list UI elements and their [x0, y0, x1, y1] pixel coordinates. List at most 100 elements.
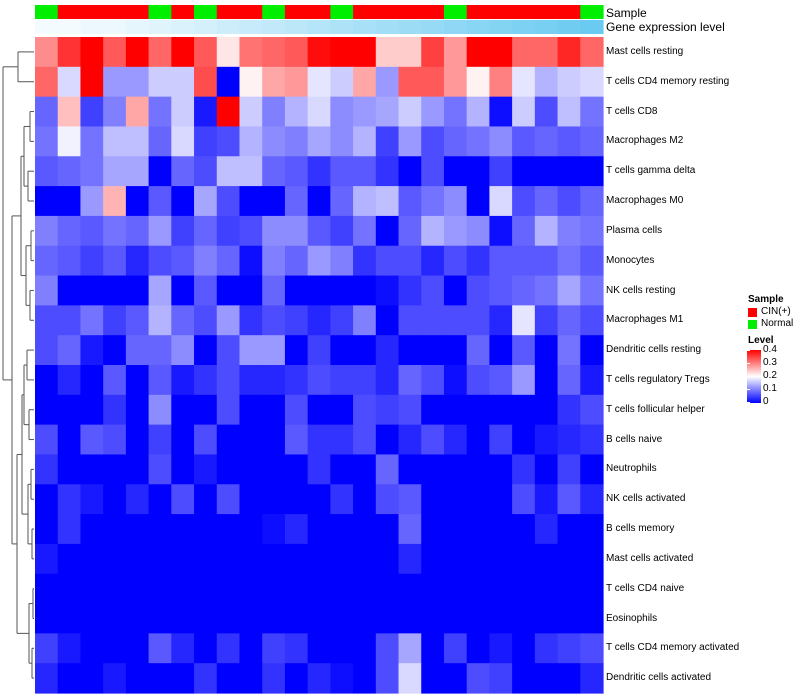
heatmap-cell: [216, 454, 241, 485]
heatmap-cell: [171, 365, 195, 396]
heatmap-cell: [398, 305, 422, 336]
level-tick-label: 0.4: [763, 344, 777, 355]
heatmap-cell: [171, 514, 195, 545]
heatmap-cell: [421, 543, 445, 575]
heatmap-cell: [103, 514, 127, 545]
heatmap-cell: [557, 484, 581, 515]
heatmap-cell: [557, 394, 581, 426]
heatmap-cell: [307, 543, 331, 575]
heatmap-cell: [307, 156, 331, 187]
heatmap-cell: [489, 215, 513, 247]
heatmap-cell: [194, 633, 218, 664]
heatmap-cell: [103, 126, 127, 157]
heatmap-cell: [284, 66, 309, 98]
heatmap-cell: [194, 66, 218, 98]
heatmap-cell: [262, 126, 286, 157]
heatmap-cell: [216, 514, 241, 545]
heatmap-cell: [239, 126, 263, 157]
heatmap-cell: [148, 394, 172, 426]
heatmap-cell: [421, 573, 445, 605]
heatmap-cell: [284, 215, 309, 247]
heatmap-cell: [125, 365, 150, 396]
heatmap-cell: [330, 365, 354, 396]
heatmap-cell: [398, 66, 422, 98]
heatmap-cell: [466, 573, 490, 605]
row-label: T cells CD4 memory resting: [606, 75, 730, 87]
heatmap-cell: [307, 663, 331, 694]
heatmap-cell: [353, 663, 377, 694]
heatmap-cell: [307, 454, 331, 485]
heatmap-cell: [421, 215, 445, 247]
heatmap-cell: [466, 484, 490, 515]
heatmap-cell: [580, 215, 604, 247]
heatmap-cell: [148, 186, 172, 217]
heatmap-cell: [489, 543, 513, 575]
heatmap-cell: [512, 543, 536, 575]
sample-annotation-cell: [125, 5, 150, 19]
sample-annotation-cell: [489, 5, 513, 19]
row-label: T cells regulatory Tregs: [606, 373, 710, 385]
heatmap-cell: [125, 245, 150, 277]
heatmap-cell: [421, 394, 445, 426]
heatmap-cell: [375, 424, 400, 456]
heatmap-cell: [171, 245, 195, 277]
heatmap-cell: [353, 305, 377, 336]
heatmap-cell: [284, 365, 309, 396]
heatmap-cell: [307, 424, 331, 456]
heatmap-cell: [125, 514, 150, 545]
heatmap-cell: [80, 484, 104, 515]
heatmap-cell: [80, 573, 104, 605]
heatmap-cell: [80, 126, 104, 157]
heatmap-cell: [307, 275, 331, 306]
heatmap-cell: [580, 365, 604, 396]
heatmap-cell: [580, 245, 604, 277]
heatmap-cell: [375, 245, 400, 277]
heatmap-cell: [557, 96, 581, 128]
sample-annotation-cell: [398, 5, 422, 19]
heatmap-cell: [171, 37, 195, 68]
heatmap-cell: [148, 305, 172, 336]
heatmap-cell: [353, 66, 377, 98]
heatmap-cell: [35, 305, 59, 336]
heatmap-cell: [125, 663, 150, 694]
heatmap-cell: [353, 96, 377, 128]
heatmap-cell: [239, 96, 263, 128]
heatmap-cell: [148, 126, 172, 157]
gene-expression-annotation-cell: [35, 20, 59, 34]
heatmap-cell: [148, 573, 172, 605]
heatmap-cell: [57, 663, 82, 694]
sample-annotation-cell: [512, 5, 536, 19]
heatmap-cell: [580, 514, 604, 545]
heatmap-cell: [398, 633, 422, 664]
heatmap-cell: [580, 484, 604, 515]
heatmap-cell: [57, 156, 82, 187]
heatmap-cell: [443, 335, 468, 366]
heatmap-cell: [216, 603, 241, 634]
heatmap-cell: [421, 126, 445, 157]
heatmap-cell: [284, 484, 309, 515]
heatmap-cell: [466, 156, 490, 187]
sample-annotation-label: Sample: [606, 6, 647, 20]
heatmap-cell: [284, 96, 309, 128]
legend-swatch-normal: [748, 320, 757, 329]
heatmap-cell: [125, 424, 150, 456]
heatmap-cell: [512, 424, 536, 456]
heatmap-cell: [194, 245, 218, 277]
heatmap-cell: [35, 186, 59, 217]
heatmap-cell: [330, 484, 354, 515]
level-tick-label: 0.3: [763, 357, 777, 368]
heatmap-cell: [125, 186, 150, 217]
heatmap-cell: [580, 305, 604, 336]
heatmap-cell: [171, 573, 195, 605]
heatmap-cell: [103, 245, 127, 277]
heatmap-cell: [307, 573, 331, 605]
heatmap-cell: [216, 156, 241, 187]
heatmap-cell: [375, 335, 400, 366]
heatmap-cell: [489, 126, 513, 157]
heatmap-cell: [194, 663, 218, 694]
heatmap-cell: [148, 365, 172, 396]
heatmap-cell: [489, 66, 513, 98]
heatmap-cell: [171, 275, 195, 306]
heatmap-cell: [330, 394, 354, 426]
heatmap-cell: [398, 484, 422, 515]
